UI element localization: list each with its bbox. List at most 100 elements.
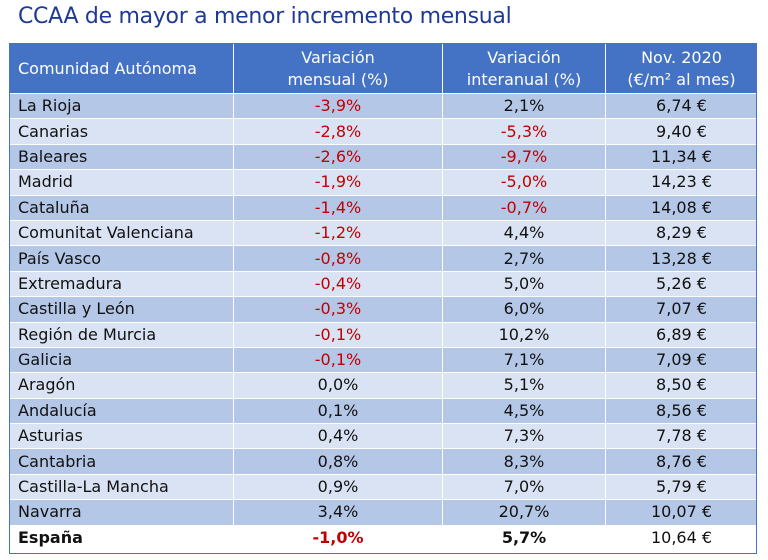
row-interanual: -5,0%	[442, 169, 606, 196]
row-mensual: 0,0%	[233, 372, 443, 399]
header-precio-line1: Nov. 2020	[641, 47, 722, 67]
header-mensual-line1: Variación	[301, 47, 375, 67]
table-row: Aragón 0,0% 5,1% 8,50 €	[9, 372, 758, 399]
row-mensual: 0,1%	[233, 397, 443, 425]
row-mensual: -1,4%	[233, 194, 443, 221]
table-row: Baleares -2,6% -9,7% 11,34 €	[9, 143, 758, 171]
table-row: Cataluña -1,4% -0,7% 14,08 €	[9, 194, 758, 221]
header-interanual: Variación interanual (%)	[442, 43, 606, 94]
row-region: Castilla-La Mancha	[9, 473, 234, 501]
row-precio: 7,07 €	[605, 296, 758, 323]
row-interanual: 5,1%	[442, 372, 606, 399]
row-interanual: -9,7%	[442, 143, 606, 171]
row-interanual: 20,7%	[442, 499, 606, 526]
row-interanual: 8,3%	[442, 448, 606, 475]
row-region: La Rioja	[9, 92, 234, 120]
row-precio: 7,78 €	[605, 423, 758, 450]
header-interanual-line2: interanual (%)	[466, 69, 582, 89]
row-mensual: 0,8%	[233, 448, 443, 475]
row-mensual: 0,4%	[233, 423, 443, 450]
page-title: CCAA de mayor a menor incremento mensual	[18, 4, 512, 29]
row-region: Galicia	[9, 346, 234, 374]
row-interanual: 2,7%	[442, 245, 606, 272]
row-interanual: 6,0%	[442, 296, 606, 323]
row-interanual: 5,0%	[442, 270, 606, 298]
table-row: Cantabria 0,8% 8,3% 8,76 €	[9, 448, 758, 475]
row-mensual: -1,2%	[233, 219, 443, 247]
total-row: España -1,0% 5,7% 10,64 €	[9, 524, 758, 552]
table-row: Galicia -0,1% 7,1% 7,09 €	[9, 346, 758, 374]
row-region: Aragón	[9, 372, 234, 399]
row-region: Asturias	[9, 423, 234, 450]
row-region: Castilla y León	[9, 296, 234, 323]
table-row: Castilla y León -0,3% 6,0% 7,07 €	[9, 296, 758, 323]
table-row: Extremadura -0,4% 5,0% 5,26 €	[9, 270, 758, 298]
row-interanual: 4,5%	[442, 397, 606, 425]
total-mensual: -1,0%	[233, 524, 443, 552]
total-interanual: 5,7%	[442, 524, 606, 552]
header-row: Comunidad Autónoma Variación mensual (%)…	[9, 43, 758, 94]
table-row: Navarra 3,4% 20,7% 10,07 €	[9, 499, 758, 526]
row-precio: 9,40 €	[605, 118, 758, 145]
table-row: Castilla-La Mancha 0,9% 7,0% 5,79 €	[9, 473, 758, 501]
row-precio: 14,08 €	[605, 194, 758, 221]
header-precio-line2: (€/m² al mes)	[627, 69, 736, 89]
row-precio: 11,34 €	[605, 143, 758, 171]
row-interanual: 7,3%	[442, 423, 606, 450]
total-precio: 10,64 €	[605, 524, 758, 552]
row-precio: 6,89 €	[605, 321, 758, 348]
table-row: Asturias 0,4% 7,3% 7,78 €	[9, 423, 758, 450]
row-precio: 6,74 €	[605, 92, 758, 120]
row-mensual: -0,3%	[233, 296, 443, 323]
row-region: Madrid	[9, 169, 234, 196]
row-region: Comunitat Valenciana	[9, 219, 234, 247]
row-precio: 10,07 €	[605, 499, 758, 526]
row-precio: 14,23 €	[605, 169, 758, 196]
row-precio: 5,26 €	[605, 270, 758, 298]
row-mensual: -0,1%	[233, 321, 443, 348]
header-comunidad: Comunidad Autónoma	[9, 43, 234, 94]
row-mensual: -2,8%	[233, 118, 443, 145]
row-mensual: 0,9%	[233, 473, 443, 501]
row-region: País Vasco	[9, 245, 234, 272]
row-precio: 13,28 €	[605, 245, 758, 272]
header-mensual: Variación mensual (%)	[233, 43, 443, 94]
table-row: Región de Murcia -0,1% 10,2% 6,89 €	[9, 321, 758, 348]
row-mensual: -0,4%	[233, 270, 443, 298]
row-interanual: 2,1%	[442, 92, 606, 120]
row-interanual: -5,3%	[442, 118, 606, 145]
row-region: Navarra	[9, 499, 234, 526]
table-row: Andalucía 0,1% 4,5% 8,56 €	[9, 397, 758, 425]
total-region: España	[9, 524, 234, 552]
row-precio: 8,56 €	[605, 397, 758, 425]
row-region: Cataluña	[9, 194, 234, 221]
row-precio: 8,29 €	[605, 219, 758, 247]
row-mensual: -3,9%	[233, 92, 443, 120]
row-precio: 8,76 €	[605, 448, 758, 475]
row-mensual: -0,1%	[233, 346, 443, 374]
table-row: Comunitat Valenciana -1,2% 4,4% 8,29 €	[9, 219, 758, 247]
table-row: La Rioja -3,9% 2,1% 6,74 €	[9, 92, 758, 120]
row-region: Baleares	[9, 143, 234, 171]
data-table: Comunidad Autónoma Variación mensual (%)…	[9, 43, 758, 552]
table-body: La Rioja -3,9% 2,1% 6,74 € Canarias -2,8% -5,3…	[9, 92, 758, 552]
row-interanual: 10,2%	[442, 321, 606, 348]
table-header: Comunidad Autónoma Variación mensual (%)…	[9, 43, 758, 94]
header-mensual-line2: mensual (%)	[287, 69, 389, 89]
row-precio: 8,50 €	[605, 372, 758, 399]
row-mensual: -0,8%	[233, 245, 443, 272]
row-region: Extremadura	[9, 270, 234, 298]
row-interanual: -0,7%	[442, 194, 606, 221]
row-precio: 7,09 €	[605, 346, 758, 374]
table-row: Madrid -1,9% -5,0% 14,23 €	[9, 169, 758, 196]
row-mensual: -1,9%	[233, 169, 443, 196]
header-interanual-line1: Variación	[487, 47, 561, 67]
row-precio: 5,79 €	[605, 473, 758, 501]
row-mensual: -2,6%	[233, 143, 443, 171]
row-region: Andalucía	[9, 397, 234, 425]
row-interanual: 7,0%	[442, 473, 606, 501]
row-interanual: 4,4%	[442, 219, 606, 247]
row-region: Canarias	[9, 118, 234, 145]
row-region: Cantabria	[9, 448, 234, 475]
row-region: Región de Murcia	[9, 321, 234, 348]
